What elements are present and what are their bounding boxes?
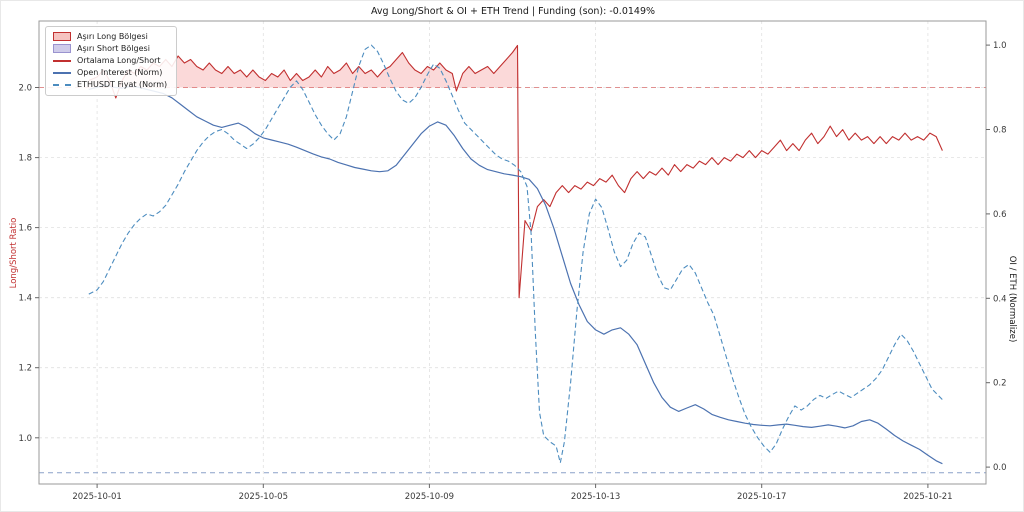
x-tick-label: 2025-10-01: [72, 492, 121, 502]
right-tick-label: 0.0: [993, 463, 1007, 473]
right-tick-label: 0.6: [993, 210, 1007, 220]
legend-label-long-zone: Aşırı Long Bölgesi: [77, 32, 148, 41]
legend-item-short-zone: Aşırı Short Bölgesi: [53, 44, 167, 53]
series-open_interest: [88, 84, 943, 465]
series-long_short: [88, 44, 943, 299]
left-tick-label: 2.0: [18, 84, 32, 94]
right-tick-label: 0.4: [993, 294, 1007, 304]
plot-background: [39, 21, 986, 484]
right-tick-label: 0.8: [993, 126, 1007, 136]
x-tick-label: 2025-10-05: [239, 492, 288, 502]
x-tick-label: 2025-10-09: [405, 492, 454, 502]
legend-label-long-short: Ortalama Long/Short: [77, 56, 161, 65]
legend-item-long-short: Ortalama Long/Short: [53, 56, 167, 65]
legend-swatch-eth-price: [53, 83, 71, 86]
legend-item-long-zone: Aşırı Long Bölgesi: [53, 32, 167, 41]
chart-title: Avg Long/Short & OI + ETH Trend | Fundin…: [370, 6, 656, 17]
left-tick-label: 1.8: [18, 154, 32, 164]
legend-label-eth-price: ETHUSDT Fiyat (Norm): [77, 80, 168, 89]
legend-label-open-interest: Open Interest (Norm): [77, 68, 163, 77]
legend-swatch-long-zone: [53, 32, 71, 41]
right-axis-label: OI / ETH (Normalize): [1007, 255, 1017, 343]
zone-fill-long_short: [88, 45, 943, 88]
x-tick-label: 2025-10-17: [737, 492, 786, 502]
legend-item-open-interest: Open Interest (Norm): [53, 68, 167, 77]
legend-label-short-zone: Aşırı Short Bölgesi: [77, 44, 150, 53]
axis-ticks: 2025-10-01 2025-10-05 2025-10-09 2025-10-13…: [18, 41, 1006, 502]
series-eth_price: [88, 44, 943, 464]
legend: Aşırı Long Bölgesi Aşırı Short Bölgesi Ort…: [45, 26, 178, 96]
legend-swatch-open-interest: [53, 71, 71, 74]
left-tick-label: 1.6: [18, 224, 32, 234]
plot-border: [38, 20, 987, 485]
x-tick-label: 2025-10-13: [571, 492, 620, 502]
right-tick-label: 0.2: [993, 379, 1007, 389]
x-tick-label: 2025-10-21: [903, 492, 952, 502]
right-tick-label: 1.0: [993, 41, 1007, 51]
left-axis-label: Long/Short Ratio: [9, 217, 19, 289]
legend-swatch-short-zone: [53, 44, 71, 53]
left-tick-label: 1.4: [18, 294, 32, 304]
legend-swatch-long-short: [53, 59, 71, 62]
left-tick-label: 1.2: [18, 364, 32, 374]
legend-item-eth-price: ETHUSDT Fiyat (Norm): [53, 80, 167, 89]
left-tick-label: 1.0: [18, 434, 32, 444]
